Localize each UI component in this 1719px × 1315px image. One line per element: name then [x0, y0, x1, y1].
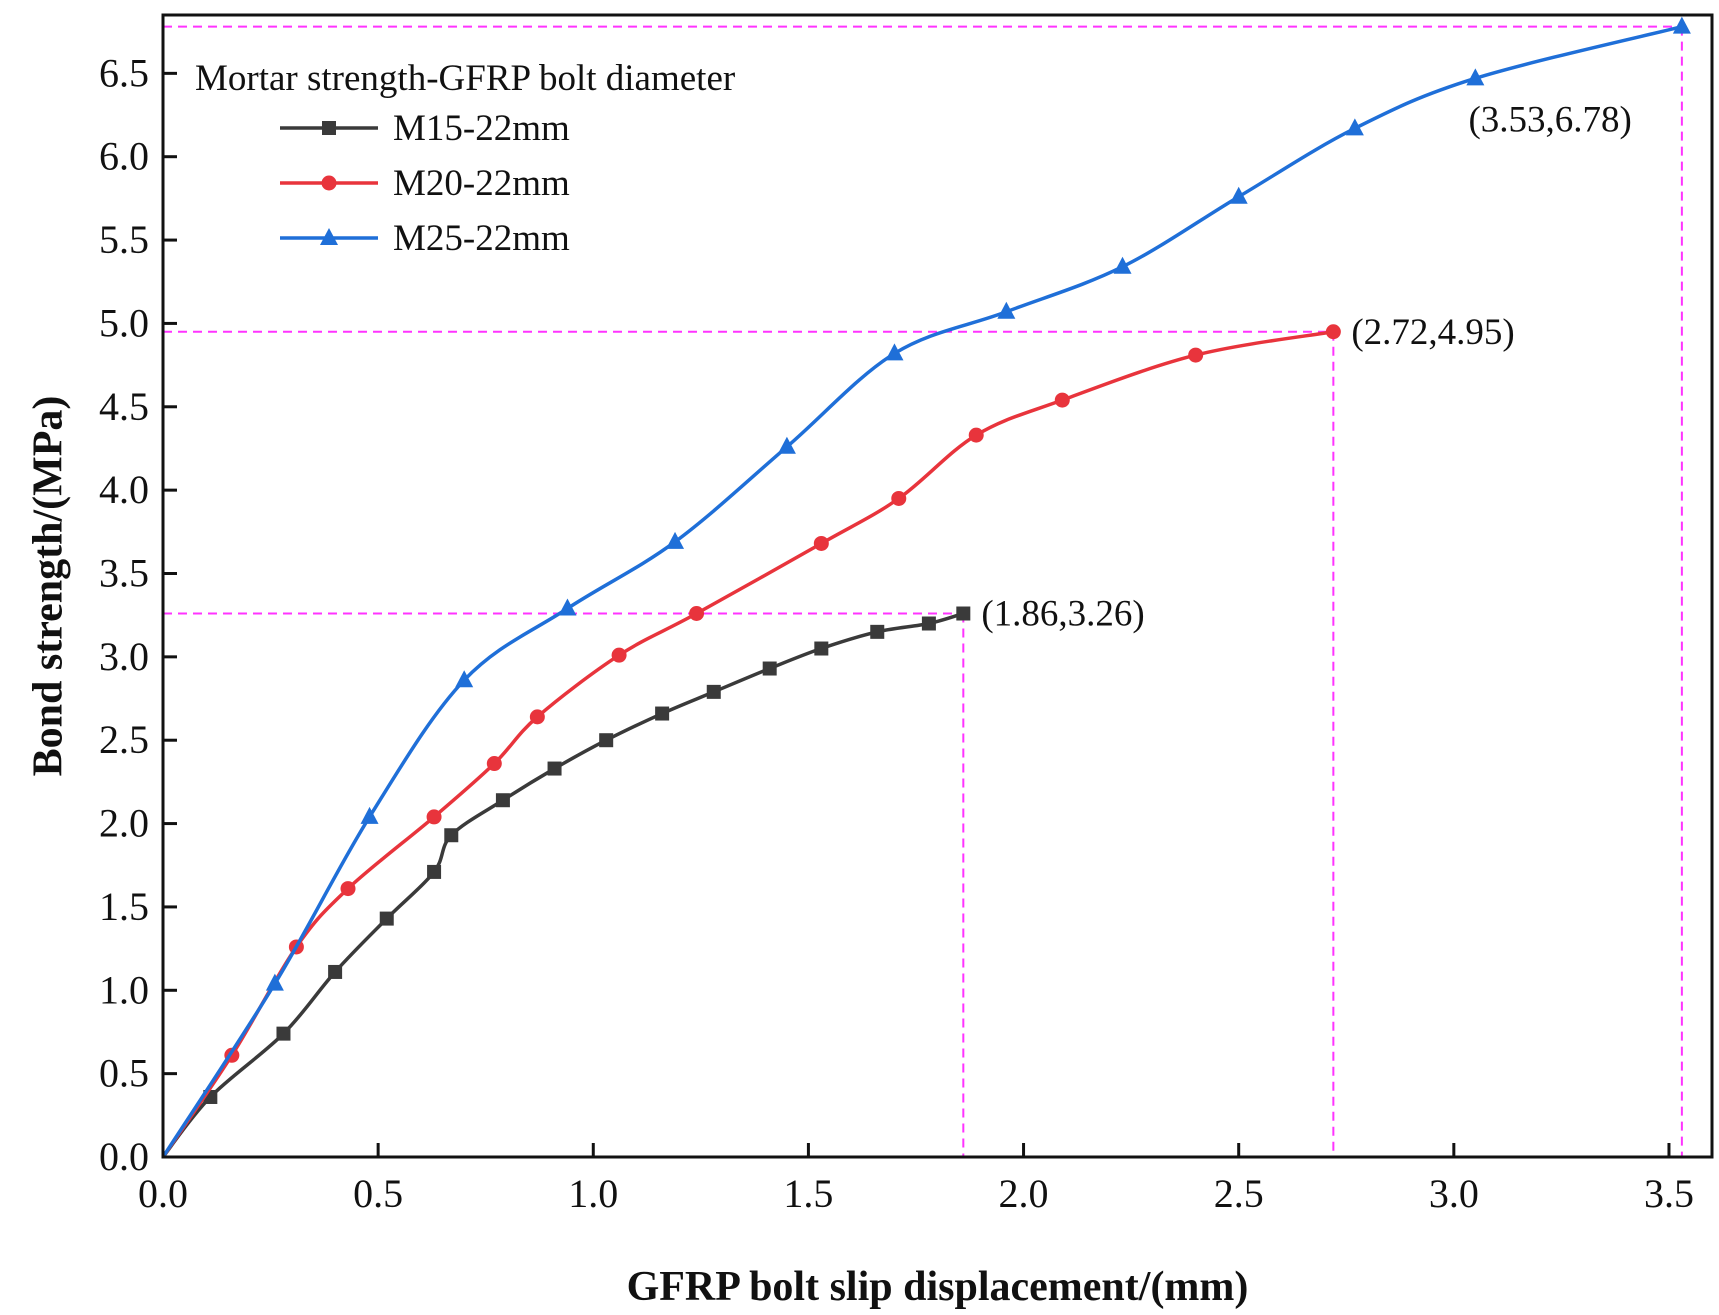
reference-lines	[163, 25, 1683, 1157]
data-point	[689, 606, 705, 622]
x-tick-label: 0.0	[138, 1171, 188, 1216]
legend-label: M15-22mm	[393, 108, 570, 149]
data-point	[599, 733, 614, 748]
x-tick-label: 2.0	[999, 1171, 1049, 1216]
data-point	[997, 301, 1016, 319]
data-point	[1466, 68, 1485, 86]
data-point	[968, 427, 984, 443]
data-point	[762, 661, 777, 676]
y-tick-label: 2.0	[99, 801, 149, 846]
data-point	[426, 809, 442, 825]
data-point	[870, 624, 885, 639]
series-line	[161, 24, 1683, 1158]
x-tick-label: 2.5	[1214, 1171, 1264, 1216]
series-M15-22mm	[161, 606, 971, 1159]
data-point	[813, 535, 829, 551]
x-tick-label: 1.5	[783, 1171, 833, 1216]
data-point	[379, 911, 394, 926]
data-point	[276, 1026, 291, 1041]
data-point	[360, 806, 379, 824]
data-point	[340, 881, 356, 897]
series-M25-22mm	[161, 16, 1691, 1158]
legend-swatch-marker	[321, 175, 337, 191]
series-line	[161, 330, 1334, 1158]
data-point	[666, 531, 685, 549]
data-annotation: (3.53,6.78)	[1468, 100, 1631, 141]
legend-swatch-marker	[320, 228, 338, 245]
y-tick-label: 0.5	[99, 1051, 149, 1096]
data-point	[814, 641, 829, 656]
data-point	[706, 684, 721, 699]
legend-label: M20-22mm	[393, 163, 570, 204]
y-tick-label: 4.5	[99, 384, 149, 429]
data-point	[1325, 324, 1341, 340]
x-tick-label: 0.5	[353, 1171, 403, 1216]
data-point	[885, 343, 904, 361]
data-point	[611, 647, 627, 663]
y-axis: 0.0 0.5 1.0 1.5 2.0 2.5 3.0 3.5 4.0 4.5 5.0 5.5 6.0 6…	[99, 50, 177, 1179]
legend-swatch-marker	[322, 121, 336, 135]
data-point	[1113, 256, 1132, 274]
data-point	[427, 864, 442, 879]
data-point	[529, 709, 545, 725]
legend-item-M15-22mm: M15-22mm	[280, 108, 570, 149]
data-point	[1345, 118, 1364, 136]
data-point	[558, 598, 577, 616]
y-tick-label: 3.5	[99, 550, 149, 595]
data-annotation: (1.86,3.26)	[981, 594, 1144, 635]
data-point	[777, 436, 796, 454]
plot-frame	[161, 13, 1714, 1159]
legend: Mortar strength-GFRP bolt diameter M15-2…	[195, 58, 735, 259]
y-tick-label: 1.5	[99, 884, 149, 929]
legend-label: M25-22mm	[393, 218, 570, 259]
x-tick-label: 1.0	[568, 1171, 618, 1216]
y-tick-label: 6.0	[99, 134, 149, 179]
y-tick-label: 6.5	[99, 50, 149, 95]
y-tick-label: 5.0	[99, 300, 149, 345]
y-tick-label: 2.5	[99, 717, 149, 762]
y-axis-title: Bond strength/(MPa)	[26, 396, 72, 777]
y-tick-label: 4.0	[99, 467, 149, 512]
data-point	[1188, 347, 1204, 363]
series-layer	[161, 16, 1691, 1159]
series-M20-22mm	[161, 324, 1341, 1158]
data-point	[1054, 392, 1070, 408]
data-point	[891, 490, 907, 506]
data-point	[655, 706, 670, 721]
data-annotation: (2.72,4.95)	[1351, 312, 1514, 353]
data-point	[495, 793, 510, 808]
data-point	[547, 761, 562, 776]
series-line	[161, 611, 964, 1159]
data-point	[444, 828, 459, 843]
data-point	[486, 756, 502, 772]
x-axis-title: GFRP bolt slip displacement/(mm)	[627, 1264, 1249, 1310]
y-tick-label: 5.5	[99, 217, 149, 262]
y-tick-label: 0.0	[99, 1134, 149, 1179]
data-point	[921, 616, 936, 631]
x-axis: 0.0 0.5 1.0 1.5 2.0 2.5 3.0 3.5	[138, 1143, 1694, 1216]
data-point	[1229, 186, 1248, 204]
y-tick-label: 1.0	[99, 967, 149, 1012]
y-tick-label: 3.0	[99, 634, 149, 679]
annotation-layer: (1.86,3.26) (2.72,4.95) (3.53,6.78)	[981, 100, 1632, 635]
x-tick-label: 3.5	[1644, 1171, 1694, 1216]
data-point	[265, 973, 284, 991]
legend-title: Mortar strength-GFRP bolt diameter	[195, 58, 735, 99]
legend-item-M25-22mm: M25-22mm	[280, 218, 570, 259]
data-point	[956, 606, 971, 621]
legend-item-M20-22mm: M20-22mm	[280, 163, 570, 204]
data-point	[455, 670, 474, 688]
data-point	[1672, 16, 1691, 34]
x-tick-label: 3.0	[1429, 1171, 1479, 1216]
data-point	[328, 964, 343, 979]
